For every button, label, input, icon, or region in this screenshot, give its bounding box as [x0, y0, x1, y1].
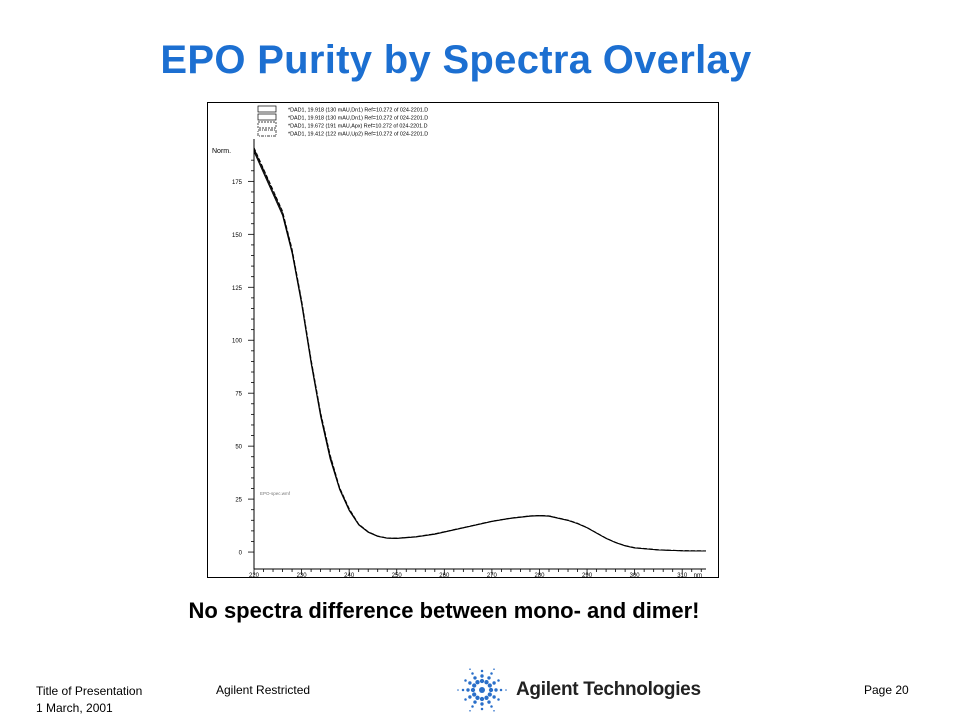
logo-dot — [492, 695, 496, 699]
logo-dot — [480, 707, 484, 711]
logo-dot — [472, 692, 477, 697]
logo-dot — [480, 674, 484, 678]
logo-dot — [487, 692, 492, 697]
y-tick-label: 25 — [235, 498, 242, 504]
logo-dot — [494, 688, 498, 692]
logo-dot — [470, 687, 476, 693]
footer-left: Title of Presentation 1 March, 2001 — [36, 683, 142, 717]
y-tick-label: 75 — [235, 392, 242, 398]
footer-classification: Agilent Restricted — [216, 683, 311, 697]
slide-title: EPO Purity by Spectra Overlay — [160, 38, 752, 82]
legend-entry: *DAD1, 19.918 (130 mAU,Dn1) Ref=10.272 o… — [288, 108, 428, 114]
x-tick-label: 310 — [677, 573, 688, 577]
logo-dot — [472, 683, 477, 688]
logo-dot — [490, 672, 493, 675]
legend-swatch — [257, 105, 277, 113]
company-name: Agilent Technologies — [516, 679, 701, 700]
logo-dot — [471, 705, 474, 708]
logo-dot — [487, 683, 492, 688]
y-tick-label: 125 — [232, 286, 243, 292]
x-axis-unit: nm — [694, 573, 702, 577]
logo-dot — [497, 679, 500, 682]
logo-dot — [487, 676, 491, 680]
x-tick-label: 300 — [630, 573, 641, 577]
y-tick-label: 0 — [239, 551, 243, 557]
logo-dot — [505, 689, 507, 691]
x-tick-label: 220 — [249, 573, 260, 577]
logo-dot — [484, 680, 489, 685]
spectra-chart-svg: 0 25 50 75 100 125 150 175 220 230 240 250 260 270 280… — [212, 105, 707, 577]
legend-swatch — [257, 113, 277, 121]
x-tick-label: 230 — [297, 573, 308, 577]
spectrum-series-1 — [253, 149, 707, 552]
logo-dot — [457, 689, 459, 691]
logo-dot — [469, 710, 471, 712]
logo-dot — [490, 705, 493, 708]
spectrum-series-3 — [253, 147, 707, 552]
logo-dot — [493, 710, 495, 712]
logo-dot — [488, 687, 494, 693]
logo-dot — [469, 668, 471, 670]
legend-entry: *DAD1, 19.918 (130 mAU,Dn1) Ref=10.272 o… — [288, 116, 428, 122]
spectra-chart: 0 25 50 75 100 125 150 175 220 230 240 250 260 270 280… — [207, 102, 719, 578]
legend-swatch — [257, 121, 277, 129]
x-tick-label: 280 — [534, 573, 545, 577]
x-tick-label: 270 — [487, 573, 498, 577]
logo-dot — [497, 698, 500, 701]
x-tick-label: 250 — [392, 573, 403, 577]
logo-dot — [493, 668, 495, 670]
legend-layer: *DAD1, 19.918 (130 mAU,Dn1) Ref=10.272 o… — [257, 105, 428, 138]
series-layer — [253, 147, 707, 552]
logo-dot — [464, 679, 467, 682]
agilent-logo: Agilent Technologies — [456, 664, 716, 716]
logo-dot — [473, 700, 477, 704]
logo-dot — [492, 681, 496, 685]
x-tick-label: 240 — [344, 573, 355, 577]
footer-date: 1 March, 2001 — [36, 701, 113, 715]
logo-dot — [466, 688, 470, 692]
logo-dot — [475, 695, 480, 700]
logo-dot — [479, 696, 485, 702]
spectrum-series-4 — [253, 148, 707, 552]
y-axis-label: Norm. — [212, 148, 231, 155]
logo-dot — [464, 698, 467, 701]
logo-dot — [471, 672, 474, 675]
logo-dot — [461, 688, 465, 692]
logo-dot — [479, 678, 485, 684]
footer-page-number: Page 20 — [864, 683, 909, 697]
axes-layer: 0 25 50 75 100 125 150 175 220 230 240 250 260 270 280… — [232, 139, 706, 577]
logo-dot — [468, 681, 472, 685]
spectrum-series-2 — [253, 151, 707, 552]
logo-dot — [499, 688, 503, 692]
legend-entry: *DAD1, 19.412 (122 mAU,Up2) Ref=10.272 o… — [288, 132, 428, 138]
label-layer: Norm. nm EPO-spec.wmf — [212, 148, 702, 577]
footer-presentation-title: Title of Presentation — [36, 684, 143, 698]
x-tick-label: 290 — [582, 573, 593, 577]
logo-dot — [468, 695, 472, 699]
x-tick-label: 260 — [439, 573, 450, 577]
legend-swatch — [257, 129, 277, 137]
logo-dot — [480, 702, 484, 706]
y-tick-label: 175 — [232, 180, 243, 186]
logo-dot — [487, 700, 491, 704]
logo-dot — [480, 669, 484, 673]
chart-annotation: EPO-spec.wmf — [260, 491, 291, 496]
logo-dot — [475, 680, 480, 685]
y-tick-label: 50 — [235, 445, 242, 451]
logo-dot — [473, 676, 477, 680]
logo-dot — [484, 695, 489, 700]
logo-center-dot — [479, 687, 485, 693]
slide-subtitle: No spectra difference between mono- and … — [188, 598, 700, 623]
agilent-spark-icon — [457, 668, 507, 712]
y-tick-label: 150 — [232, 233, 243, 239]
y-tick-label: 100 — [232, 339, 243, 345]
legend-entry: *DAD1, 19.672 (191 mAU,Apx) Ref=10.272 o… — [288, 124, 428, 130]
